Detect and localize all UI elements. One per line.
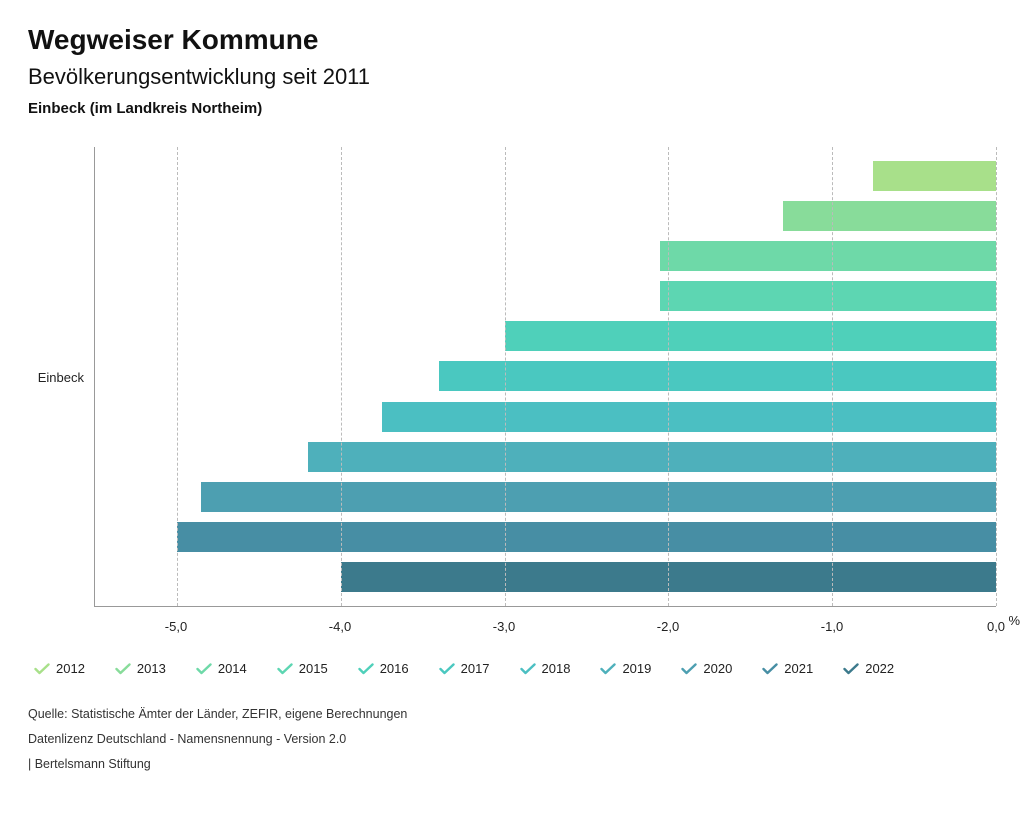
legend-item-2014: 2014 xyxy=(196,661,247,676)
bar-2018 xyxy=(382,402,996,432)
bar-row xyxy=(95,522,996,552)
legend-item-2012: 2012 xyxy=(34,661,85,676)
chart-footer: Quelle: Statistische Ämter der Länder, Z… xyxy=(28,702,996,777)
legend-label: 2018 xyxy=(542,661,571,676)
bar-2021 xyxy=(177,522,996,552)
grid-line xyxy=(505,147,506,606)
chart-bars xyxy=(95,161,996,592)
grid-line xyxy=(668,147,669,606)
x-tick-label: -5,0 xyxy=(165,619,187,634)
legend-label: 2017 xyxy=(461,661,490,676)
check-icon xyxy=(520,663,536,675)
legend-label: 2020 xyxy=(703,661,732,676)
check-icon xyxy=(277,663,293,675)
grid-line xyxy=(341,147,342,606)
legend-label: 2016 xyxy=(380,661,409,676)
x-tick-label: -4,0 xyxy=(329,619,351,634)
check-icon xyxy=(681,663,697,675)
bar-row xyxy=(95,442,996,472)
bar-2012 xyxy=(873,161,996,191)
bar-row xyxy=(95,482,996,512)
legend-label: 2019 xyxy=(622,661,651,676)
legend-item-2020: 2020 xyxy=(681,661,732,676)
bar-2014 xyxy=(660,241,996,271)
bar-row xyxy=(95,562,996,592)
legend-label: 2015 xyxy=(299,661,328,676)
x-axis-unit: % xyxy=(1008,613,1020,628)
bar-row xyxy=(95,241,996,271)
grid-line xyxy=(177,147,178,606)
legend-item-2019: 2019 xyxy=(600,661,651,676)
x-axis: -5,0-4,0-3,0-2,0-1,00,0 xyxy=(94,613,996,639)
footer-source: Quelle: Statistische Ämter der Länder, Z… xyxy=(28,702,996,727)
check-icon xyxy=(34,663,50,675)
check-icon xyxy=(115,663,131,675)
grid-line xyxy=(996,147,997,606)
footer-publisher: | Bertelsmann Stiftung xyxy=(28,752,996,777)
check-icon xyxy=(439,663,455,675)
bar-row xyxy=(95,361,996,391)
legend-label: 2014 xyxy=(218,661,247,676)
bar-2017 xyxy=(439,361,996,391)
check-icon xyxy=(762,663,778,675)
bar-2015 xyxy=(660,281,996,311)
legend-label: 2022 xyxy=(865,661,894,676)
bar-row xyxy=(95,161,996,191)
page-title: Wegweiser Kommune xyxy=(28,24,996,56)
legend-item-2022: 2022 xyxy=(843,661,894,676)
y-axis-label: Einbeck xyxy=(28,147,94,607)
x-tick-label: -2,0 xyxy=(657,619,679,634)
x-tick-label: -1,0 xyxy=(821,619,843,634)
legend-item-2021: 2021 xyxy=(762,661,813,676)
legend-item-2015: 2015 xyxy=(277,661,328,676)
legend-label: 2021 xyxy=(784,661,813,676)
bar-2020 xyxy=(201,482,996,512)
footer-license: Datenlizenz Deutschland - Namensnennung … xyxy=(28,727,996,752)
page-subtitle: Bevölkerungsentwicklung seit 2011 xyxy=(28,64,996,90)
check-icon xyxy=(358,663,374,675)
check-icon xyxy=(196,663,212,675)
legend-item-2013: 2013 xyxy=(115,661,166,676)
bar-row xyxy=(95,402,996,432)
legend-label: 2012 xyxy=(56,661,85,676)
legend-item-2016: 2016 xyxy=(358,661,409,676)
legend-item-2017: 2017 xyxy=(439,661,490,676)
bar-row xyxy=(95,201,996,231)
bar-2013 xyxy=(783,201,996,231)
bar-row xyxy=(95,321,996,351)
x-tick-label: 0,0 xyxy=(987,619,1005,634)
legend-label: 2013 xyxy=(137,661,166,676)
check-icon xyxy=(600,663,616,675)
legend-item-2018: 2018 xyxy=(520,661,571,676)
location-label: Einbeck (im Landkreis Northeim) xyxy=(28,100,996,117)
x-tick-label: -3,0 xyxy=(493,619,515,634)
check-icon xyxy=(843,663,859,675)
bar-2016 xyxy=(505,321,996,351)
grid-line xyxy=(832,147,833,606)
bar-row xyxy=(95,281,996,311)
chart-container: Einbeck % xyxy=(28,147,996,607)
bar-2019 xyxy=(308,442,996,472)
chart-plot-area: % xyxy=(94,147,996,607)
chart-legend: 2012 2013 2014 2015 2016 2017 2018 2019 2020 2021… xyxy=(34,661,996,676)
